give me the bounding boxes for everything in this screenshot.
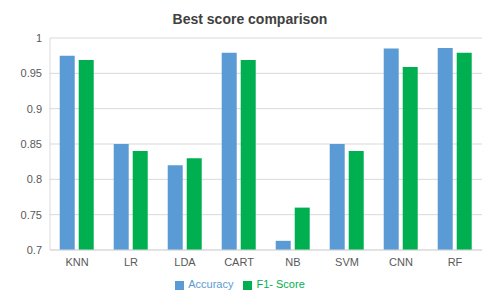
- svg-text:SVM: SVM: [335, 256, 359, 268]
- html-text:Accuracy: Accuracy: [188, 278, 234, 290]
- svg-text:NB: NB: [285, 256, 300, 268]
- svg-text:LDA: LDA: [174, 256, 196, 268]
- svg-text:0.95: 0.95: [21, 67, 42, 79]
- svg-text:0.9: 0.9: [27, 103, 42, 115]
- svg-text:CART: CART: [224, 256, 254, 268]
- svg-text:0.85: 0.85: [21, 138, 42, 150]
- svg-text:0.8: 0.8: [27, 173, 42, 185]
- svg-text:KNN: KNN: [65, 256, 88, 268]
- svg-text:RF: RF: [448, 256, 463, 268]
- html-text:Best score comparison: Best score comparison: [172, 11, 328, 27]
- svg-text:CNN: CNN: [389, 256, 413, 268]
- html-text:F1- Score: F1- Score: [256, 278, 305, 290]
- svg-text:LR: LR: [124, 256, 138, 268]
- svg-text:0.75: 0.75: [21, 209, 42, 221]
- svg-text:0.7: 0.7: [27, 244, 42, 256]
- svg-text:1: 1: [36, 32, 42, 44]
